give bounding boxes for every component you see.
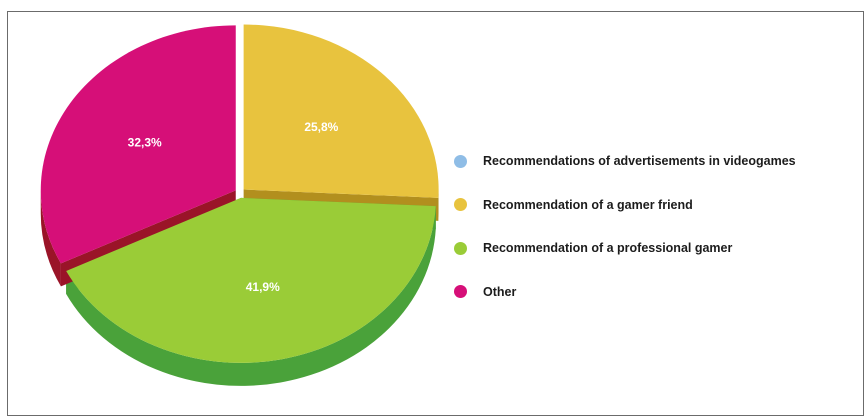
legend-item: Recommendations of advertisements in vid… [454,150,796,172]
pie-side-2 [66,206,436,386]
pie-slice-2 [66,197,436,363]
pie-value-label-1: 25,8% [304,120,338,134]
legend-item: Recommendation of a gamer friend [454,194,796,216]
legend-item: Recommendation of a professional gamer [454,237,796,259]
pie-value-label-2: 41,9% [246,280,280,294]
pie-slice-3 [40,25,236,264]
legend-swatch [454,198,467,211]
legend-swatch [454,154,467,168]
pie-slice-1 [243,24,439,198]
legend-label: Other [483,284,517,299]
legend-label: Recommendation of a professional gamer [483,241,733,255]
legend-swatch [454,241,467,255]
pie-side-3 [40,190,61,287]
legend-swatch [454,285,467,298]
legend-label: Recommendations of advertisements in vid… [483,154,796,168]
pie-value-label-3: 32,3% [128,135,162,149]
legend-item: Other [454,281,796,303]
pie-chart: 25,8% 41,9% 32,3% [40,24,439,386]
legend: Recommendations of advertisements in vid… [454,150,796,324]
chart-frame: 25,8% 41,9% 32,3% Recommendations of adver… [7,11,864,416]
legend-label: Recommendation of a gamer friend [483,197,693,212]
